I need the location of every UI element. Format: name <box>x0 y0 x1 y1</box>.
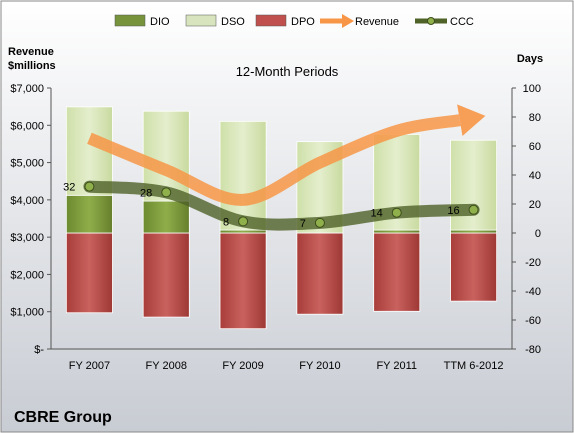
legend-label-ccc: CCC <box>450 16 474 28</box>
left-axis-label-line1: Revenue <box>8 46 54 58</box>
left-tick-label: $- <box>34 344 44 356</box>
right-tick-label: 20 <box>529 199 541 211</box>
ccc-label: 32 <box>63 182 75 194</box>
right-axis-label: Days <box>517 53 543 65</box>
right-tick-label: -60 <box>525 315 541 327</box>
bar-dpo <box>450 232 498 302</box>
right-tick-label: -40 <box>525 286 541 298</box>
legend-label-dso: DSO <box>221 16 245 28</box>
right-tick-label: -80 <box>525 344 541 356</box>
revenue-arrowhead <box>457 104 486 136</box>
legend-swatch-dso <box>185 14 217 27</box>
bar-dpo <box>142 232 190 318</box>
right-tick-label: 40 <box>529 170 541 182</box>
left-tick-label: $1,000 <box>10 307 44 319</box>
ccc-label: 14 <box>371 208 383 220</box>
bar-dpo <box>373 232 421 312</box>
x-ticks: FY 2007 FY 2008 FY 2009 FY 2010 FY 2011 TTM 6… <box>69 360 504 372</box>
legend-label-revenue: Revenue <box>355 16 399 28</box>
legend-label-dio: DIO <box>150 16 170 28</box>
revenue-line <box>87 114 461 206</box>
left-ticks: $- $1,000 $2,000 $3,000 $4,000 $5,000 $6,000 $7… <box>10 83 51 356</box>
bar-dpo <box>296 232 344 315</box>
bar-dio <box>65 194 113 234</box>
legend-marker <box>427 17 435 25</box>
left-tick-label: $5,000 <box>10 158 44 170</box>
right-tick-label: 80 <box>529 112 541 124</box>
company-name: CBRE Group <box>14 409 112 426</box>
left-tick-label: $2,000 <box>10 269 44 281</box>
right-tick-label: -20 <box>525 257 541 269</box>
legend-label-dpo: DPO <box>291 16 315 28</box>
bar-dio <box>219 229 267 234</box>
right-tick-label: 60 <box>529 141 541 153</box>
ccc-point <box>391 207 402 218</box>
ccc-point <box>84 181 95 192</box>
bar-dio <box>142 200 190 234</box>
legend-swatch-dpo <box>255 14 287 27</box>
bar-dio <box>450 229 498 234</box>
x-tick-label: FY 2010 <box>299 360 340 372</box>
x-tick-label: FY 2009 <box>222 360 263 372</box>
left-axis-label-line2: $millions <box>8 60 56 72</box>
ccc-point <box>238 216 249 227</box>
right-tick-label: 0 <box>535 228 541 240</box>
ccc-label: 8 <box>223 216 229 228</box>
ccc-label: 16 <box>447 205 459 217</box>
bars <box>65 106 498 330</box>
revenue-arrow <box>87 104 486 206</box>
ccc-label: 7 <box>300 218 306 230</box>
left-tick-label: $7,000 <box>10 83 44 95</box>
legend-swatch-dio <box>114 14 146 27</box>
right-ticks: -80 -60 -40 -20 0 20 40 60 80 100 <box>512 83 541 356</box>
bar-dpo <box>65 232 113 314</box>
chart-title: 12-Month Periods <box>236 64 339 79</box>
bar-dio <box>373 229 421 234</box>
legend-arrowhead <box>342 14 354 28</box>
x-tick-label: FY 2008 <box>146 360 187 372</box>
ccc-point <box>314 217 325 228</box>
ccc-point <box>468 204 479 215</box>
x-tick-label: TTM 6-2012 <box>444 360 504 372</box>
ccc-path <box>83 180 480 231</box>
ccc-label: 28 <box>140 187 152 199</box>
legend: DIO DSO DPO Revenue CCC <box>114 14 474 28</box>
bar-dpo <box>219 232 267 330</box>
ccc-point <box>161 187 172 198</box>
left-tick-label: $3,000 <box>10 232 44 244</box>
right-tick-label: 100 <box>523 83 541 95</box>
x-tick-label: FY 2007 <box>69 360 110 372</box>
x-tick-label: FY 2011 <box>376 360 417 372</box>
ccc-line: 32 28 8 7 14 16 <box>63 180 480 231</box>
left-tick-label: $6,000 <box>10 120 44 132</box>
left-tick-label: $4,000 <box>10 195 44 207</box>
